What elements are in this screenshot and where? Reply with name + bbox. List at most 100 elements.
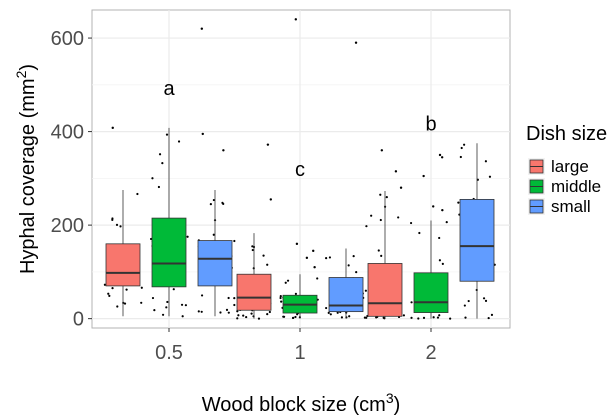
outlier-point (313, 266, 316, 269)
jitter-point (158, 153, 162, 156)
jitter-point (328, 256, 332, 259)
jitter-point (123, 302, 127, 305)
jitter-point (422, 316, 426, 319)
jitter-point (103, 283, 107, 286)
jitter-point (463, 143, 466, 146)
jitter-point (294, 315, 297, 319)
jitter-point (460, 146, 463, 150)
jitter-point (445, 221, 448, 224)
jitter-point (441, 262, 444, 266)
jitter-point (237, 314, 240, 317)
jitter-point (296, 313, 299, 316)
jitter-point (409, 221, 413, 225)
box-small-2 (459, 198, 495, 282)
y-tick-label: 400 (51, 122, 84, 144)
y-tick-label: 600 (51, 28, 84, 50)
jitter-point (380, 254, 383, 257)
jitter-point (279, 294, 282, 298)
outlier-point (222, 149, 225, 152)
legend-label-small: small (551, 197, 591, 216)
jitter-point (245, 315, 248, 319)
outlier-point (312, 249, 315, 253)
significance-letter: c (295, 159, 305, 181)
jitter-point (363, 316, 366, 319)
jitter-point (140, 301, 143, 304)
box-large-1 (236, 273, 272, 311)
jitter-point (151, 296, 155, 300)
jitter-point (262, 254, 265, 257)
jitter-point (316, 277, 319, 280)
jitter-point (268, 310, 271, 314)
jitter-point (161, 162, 164, 165)
outlier-point (380, 149, 384, 152)
jitter-point (266, 263, 269, 266)
group-annotations: a c b (163, 78, 436, 181)
jitter-point (251, 248, 254, 252)
legend-title: Dish size (526, 123, 607, 145)
jitter-point (418, 231, 421, 235)
jitter-point (257, 317, 261, 320)
outlier-point (432, 205, 435, 208)
jitter-point (111, 217, 114, 220)
y-tick-label: 200 (51, 215, 84, 237)
jitter-point (402, 314, 406, 317)
jitter-point (484, 299, 488, 302)
jitter-point (438, 259, 441, 262)
x-axis-title: Wood block size (cm3) (202, 390, 401, 416)
jitter-point (250, 312, 253, 315)
jitter-point (352, 255, 355, 258)
jitter-point (157, 185, 161, 189)
jitter-point (242, 314, 245, 317)
outlier-point (440, 156, 444, 159)
jitter-point (227, 311, 230, 314)
boxes-layer (105, 127, 495, 319)
jitter-point (457, 201, 460, 204)
jitter-point (107, 292, 110, 295)
jitter-point (181, 315, 184, 318)
jitter-point (348, 315, 351, 318)
significance-letter: b (425, 114, 436, 136)
y-tick-label: 0 (73, 309, 84, 331)
jitter-point (236, 317, 239, 320)
jitter-point (279, 296, 282, 300)
jitter-point (364, 289, 367, 292)
box-large-2 (367, 263, 403, 317)
jitter-point (136, 192, 139, 196)
box-middle-0.5 (151, 217, 187, 288)
jitter-point (151, 177, 154, 180)
legend-label-large: large (551, 157, 589, 176)
jitter-point (449, 317, 452, 320)
jitter-point (161, 313, 165, 316)
jitter-point (463, 304, 466, 307)
jitter-point (370, 214, 373, 217)
x-tick-label: 0.5 (155, 342, 183, 364)
jitter-point (432, 316, 435, 319)
jitter-point (385, 196, 388, 199)
jitter-point (327, 311, 330, 314)
jitter-point (294, 292, 298, 295)
outlier-point (438, 153, 442, 157)
jitter-point (233, 239, 236, 243)
jitter-point (464, 316, 467, 319)
jitter-point (329, 313, 332, 316)
jitter-point (219, 311, 222, 314)
y-axis-title: Hyphal coverage (mm2) (13, 64, 39, 274)
jitter-point (212, 198, 215, 202)
jitter-point (212, 233, 215, 236)
x-tick-label: 2 (425, 342, 436, 364)
jitter-point (487, 316, 490, 320)
jitter-point (119, 225, 122, 228)
jitter-point (436, 316, 440, 319)
jitter-point (140, 286, 143, 289)
jitter-point (233, 297, 236, 300)
outlier-point (422, 174, 425, 178)
jitter-point (165, 306, 168, 309)
jitter-point (225, 308, 229, 311)
jitter-point (488, 175, 492, 178)
y-axis-ticks: 0 200 400 600 (51, 28, 92, 331)
jitter-point (355, 271, 358, 274)
outlier-point (269, 198, 273, 201)
jitter-point (484, 160, 487, 163)
